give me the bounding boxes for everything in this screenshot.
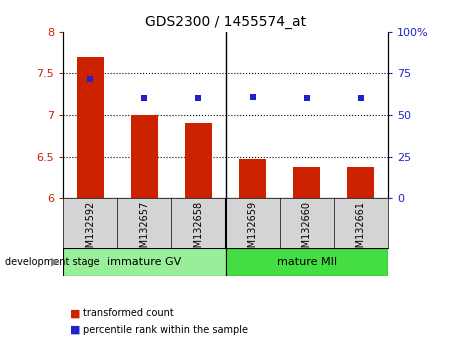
Text: ■: ■ xyxy=(70,308,80,318)
Title: GDS2300 / 1455574_at: GDS2300 / 1455574_at xyxy=(145,16,306,29)
Text: GSM132658: GSM132658 xyxy=(193,201,203,260)
Text: GSM132661: GSM132661 xyxy=(356,201,366,260)
Text: transformed count: transformed count xyxy=(83,308,174,318)
Text: GSM132659: GSM132659 xyxy=(248,201,258,260)
Text: mature MII: mature MII xyxy=(276,257,337,267)
Bar xyxy=(77,57,104,198)
Bar xyxy=(347,167,374,198)
Text: ▶: ▶ xyxy=(51,257,60,267)
Bar xyxy=(131,115,158,198)
Bar xyxy=(239,159,266,198)
Text: percentile rank within the sample: percentile rank within the sample xyxy=(83,325,249,335)
Bar xyxy=(293,167,320,198)
FancyBboxPatch shape xyxy=(226,248,388,276)
Bar xyxy=(185,123,212,198)
Text: development stage: development stage xyxy=(5,257,99,267)
FancyBboxPatch shape xyxy=(63,248,226,276)
Text: GSM132592: GSM132592 xyxy=(85,201,95,260)
Text: immature GV: immature GV xyxy=(107,257,181,267)
Text: GSM132657: GSM132657 xyxy=(139,201,149,260)
Text: GSM132660: GSM132660 xyxy=(302,201,312,260)
Text: ■: ■ xyxy=(70,325,80,335)
